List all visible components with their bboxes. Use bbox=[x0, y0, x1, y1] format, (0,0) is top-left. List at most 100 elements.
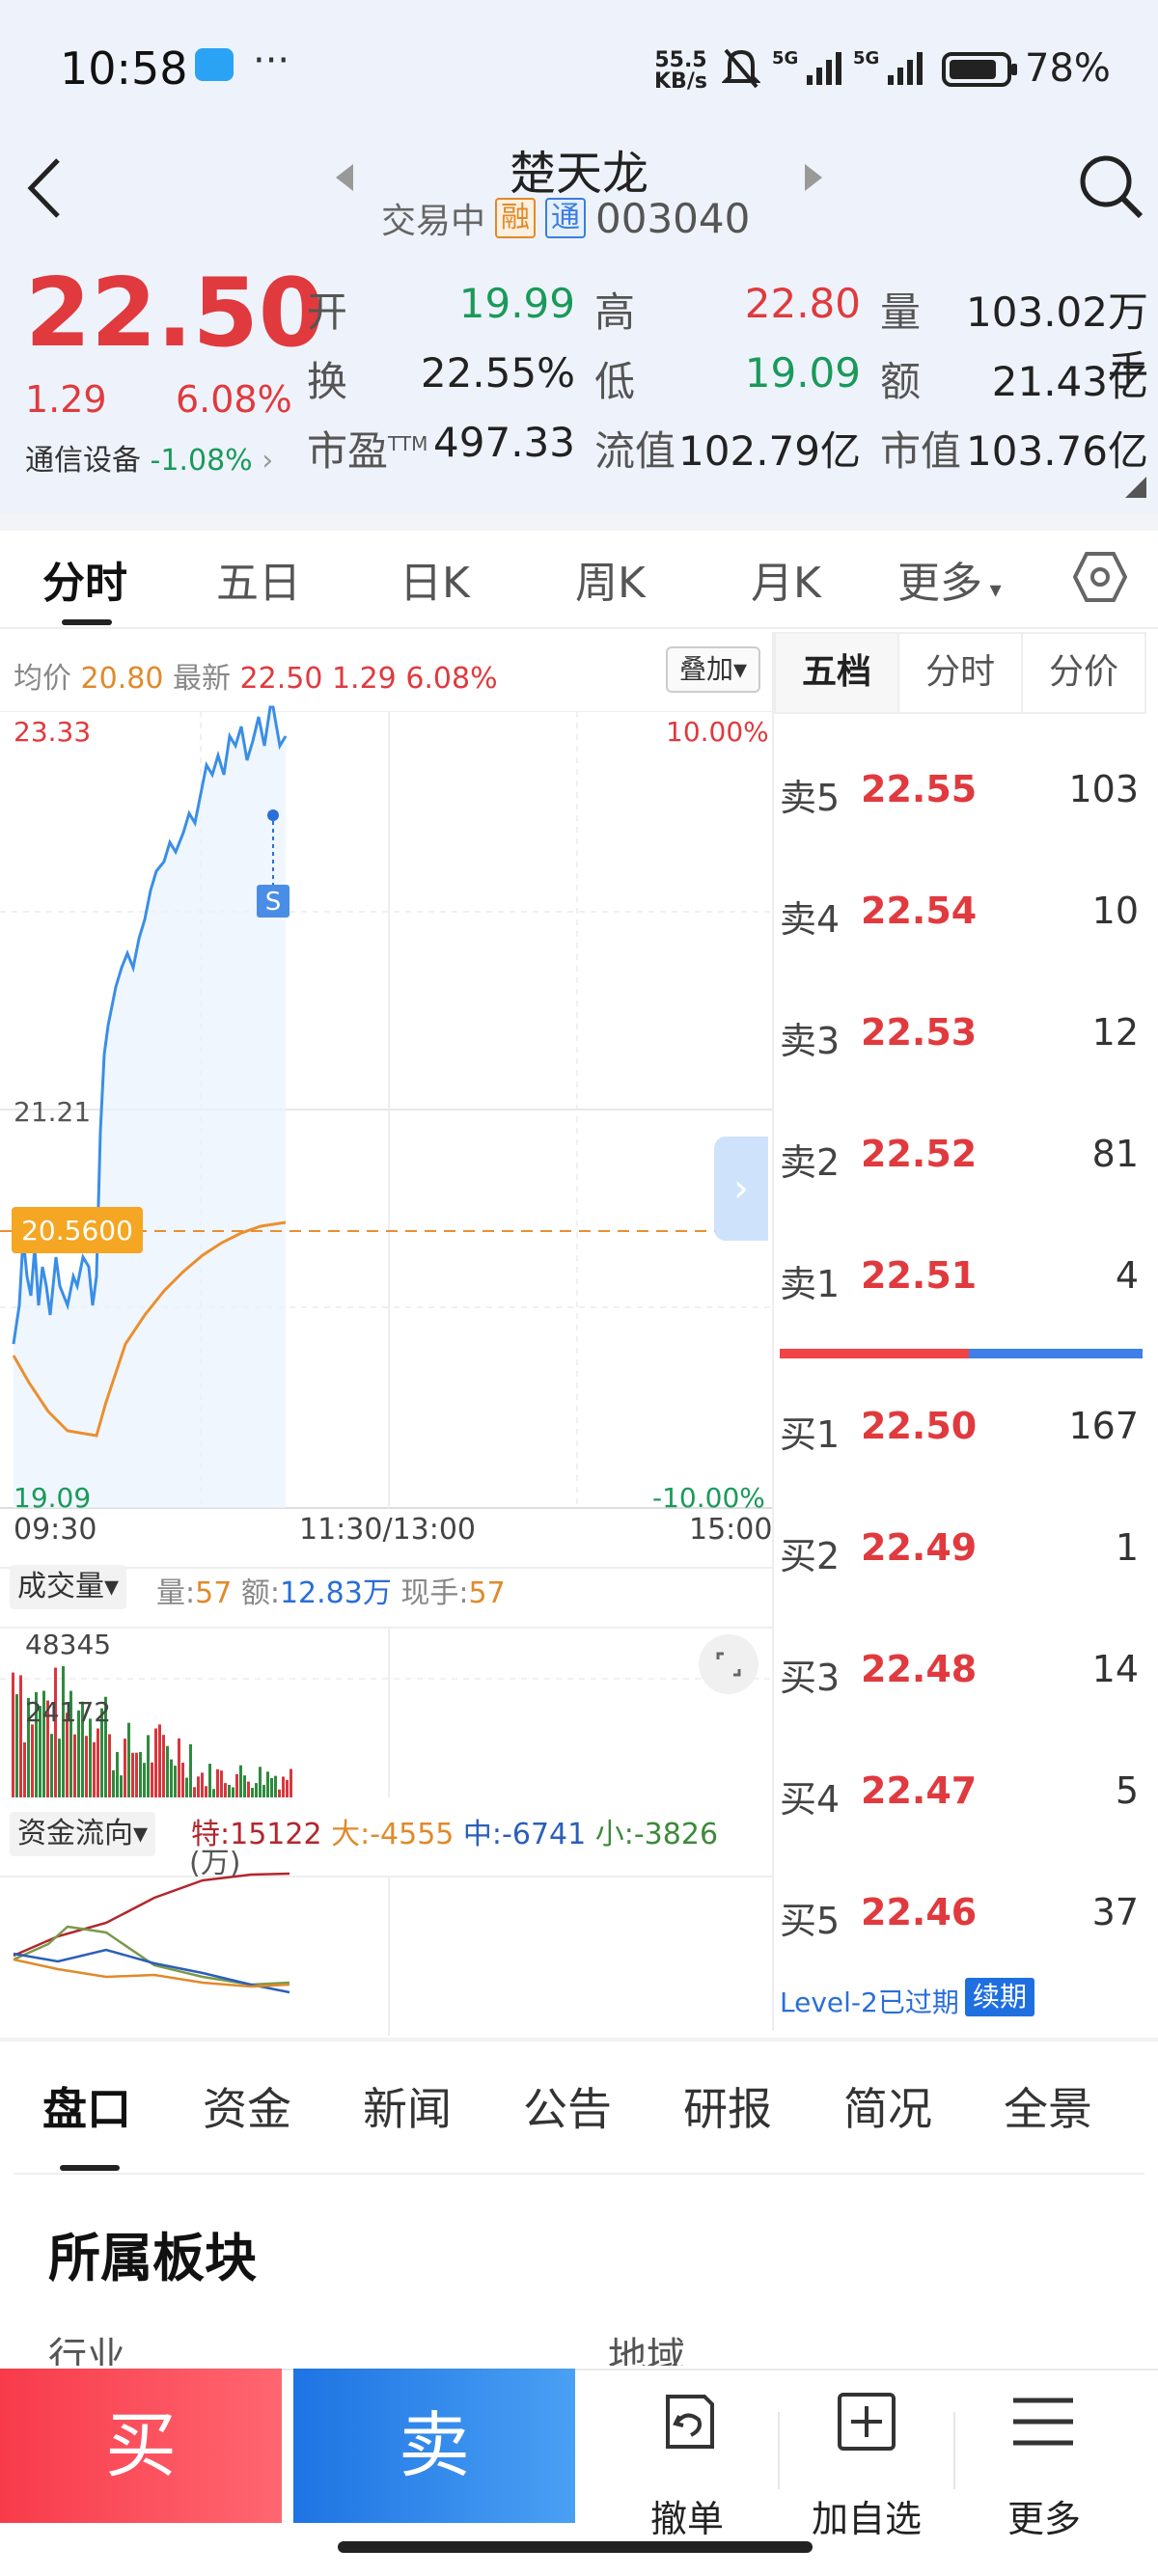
volume-bar bbox=[42, 1690, 45, 1797]
orderbook-tab-price[interactable]: 分价 bbox=[1048, 652, 1118, 692]
volume-bar bbox=[266, 1771, 269, 1797]
bid-row[interactable]: 买2 22.49 1 bbox=[780, 1526, 1146, 1577]
volume-bar bbox=[274, 1775, 277, 1797]
volume-bar bbox=[54, 1667, 57, 1797]
stock-code: 003040 bbox=[595, 194, 751, 242]
sector-link[interactable]: 通信设备 -1.08% › bbox=[25, 444, 274, 478]
volume-bar bbox=[19, 1675, 22, 1797]
tab-intraday[interactable]: 分时 bbox=[42, 559, 127, 608]
volume-bar bbox=[162, 1735, 165, 1797]
bid-row[interactable]: 买3 22.48 14 bbox=[780, 1648, 1146, 1699]
ask-price: 22.55 bbox=[861, 768, 978, 810]
price-line bbox=[12, 705, 288, 1345]
bid-price: 22.46 bbox=[861, 1891, 978, 1933]
bar-divider-2 bbox=[953, 2412, 955, 2489]
add-watchlist-label[interactable]: 加自选 bbox=[811, 2498, 922, 2540]
tab-handicap[interactable]: 盘口 bbox=[42, 2083, 131, 2135]
svg-text:5G: 5G bbox=[772, 48, 798, 69]
volume-bar bbox=[151, 1762, 153, 1797]
region-label: 地域 bbox=[608, 2335, 685, 2366]
fullscreen-icon[interactable] bbox=[699, 1634, 758, 1694]
volume-bar bbox=[247, 1781, 250, 1797]
volume-selector[interactable]: 成交量▾ bbox=[10, 1565, 127, 1609]
money-flow-readout: 特:15122 大:-4555 中:-6741 小:-3826 bbox=[191, 1818, 719, 1851]
open-value: 19.99 bbox=[458, 280, 575, 327]
ask-row[interactable]: 卖5 22.55 103 bbox=[780, 768, 1146, 819]
avg-price-line bbox=[12, 1220, 287, 1438]
ask-row[interactable]: 卖4 22.54 10 bbox=[780, 890, 1146, 941]
tab-daily-k[interactable]: 日K bbox=[400, 559, 470, 608]
volume-bar bbox=[15, 1694, 18, 1797]
ref-price-label: 20.5600 bbox=[21, 1215, 133, 1247]
settings-hex-icon[interactable] bbox=[1073, 552, 1127, 602]
volume-bar bbox=[208, 1764, 211, 1797]
ask-price: 22.53 bbox=[861, 1011, 978, 1054]
tab-profile[interactable]: 简况 bbox=[843, 2083, 932, 2135]
bid-price: 22.49 bbox=[861, 1526, 978, 1569]
bid-price: 22.50 bbox=[861, 1405, 978, 1447]
time-axis-mid: 11:30/13:00 bbox=[299, 1513, 477, 1547]
more-label[interactable]: 更多 bbox=[1006, 2498, 1081, 2540]
buy-button[interactable]: 买 bbox=[0, 2369, 282, 2523]
next-stock-icon[interactable] bbox=[803, 162, 824, 193]
signal-marker-label: S bbox=[265, 888, 282, 917]
volume-bar bbox=[50, 1734, 53, 1797]
money-flow-selector[interactable]: 资金流向▾ bbox=[10, 1812, 156, 1856]
renew-button[interactable]: 续期 bbox=[965, 1978, 1035, 2016]
orderbook-tab-tick[interactable]: 分时 bbox=[899, 634, 1023, 712]
market-cap-value: 103.76亿 bbox=[966, 427, 1148, 475]
volume-readout: 量:57 额:12.83万 现手:57 bbox=[156, 1576, 506, 1610]
tab-announcements[interactable]: 公告 bbox=[523, 2083, 612, 2135]
ask-row[interactable]: 卖3 22.53 12 bbox=[780, 1011, 1146, 1062]
tab-research[interactable]: 研报 bbox=[683, 2083, 772, 2135]
y-axis-mid: 21.21 bbox=[14, 1096, 92, 1128]
tab-weekly-k[interactable]: 周K bbox=[575, 559, 646, 608]
prev-stock-icon[interactable] bbox=[334, 162, 355, 193]
y-axis-top: 23.33 bbox=[14, 716, 92, 748]
tab-news[interactable]: 新闻 bbox=[363, 2083, 452, 2135]
chart-info-row: 均价 20.80 最新 22.50 1.29 6.08% bbox=[14, 662, 498, 696]
tabs-border bbox=[0, 627, 1158, 629]
volume-bar bbox=[58, 1739, 61, 1797]
tab-panorama[interactable]: 全景 bbox=[1004, 2083, 1092, 2135]
volume-bar bbox=[189, 1743, 192, 1797]
sell-button[interactable]: 卖 bbox=[293, 2369, 575, 2523]
ask-price: 22.51 bbox=[861, 1254, 978, 1297]
cancel-order-icon[interactable] bbox=[656, 2391, 718, 2453]
bid-row[interactable]: 买4 22.47 5 bbox=[780, 1769, 1146, 1821]
time-axis-end: 15:00 bbox=[689, 1513, 773, 1547]
volume-bar bbox=[255, 1783, 258, 1797]
search-icon[interactable] bbox=[1077, 152, 1146, 222]
volume-bar bbox=[216, 1768, 219, 1797]
volume-bar bbox=[158, 1724, 161, 1797]
bid-quantity: 14 bbox=[1091, 1648, 1139, 1690]
add-watchlist-icon[interactable] bbox=[836, 2391, 897, 2453]
cancel-order-label[interactable]: 撤单 bbox=[649, 2498, 724, 2540]
latest-point bbox=[267, 809, 279, 821]
tab-more[interactable]: 更多 ▾ bbox=[897, 559, 1002, 608]
volume-bar bbox=[205, 1786, 207, 1797]
ask-row[interactable]: 卖2 22.52 81 bbox=[780, 1133, 1146, 1184]
bid-row[interactable]: 买1 22.50 167 bbox=[780, 1405, 1146, 1456]
volume-bar bbox=[89, 1718, 92, 1797]
pe-value: 497.33 bbox=[433, 419, 575, 466]
orderbook-tab-level[interactable]: 五档 bbox=[776, 634, 899, 712]
bid-pressure-bar bbox=[969, 1349, 1143, 1358]
money-flow-unit: (万) bbox=[189, 1847, 241, 1880]
overlay-button[interactable]: 叠加▾ bbox=[666, 646, 760, 693]
chart-expand-handle[interactable]: › bbox=[714, 1137, 768, 1241]
tab-monthly-k[interactable]: 月K bbox=[751, 559, 821, 608]
ask-quantity: 12 bbox=[1091, 1011, 1139, 1054]
tab-five-day[interactable]: 五日 bbox=[216, 559, 301, 608]
back-icon[interactable] bbox=[23, 154, 66, 222]
amount-label: 额 bbox=[880, 358, 922, 405]
ask-row[interactable]: 卖1 22.51 4 bbox=[780, 1254, 1146, 1305]
menu-icon[interactable] bbox=[1011, 2395, 1075, 2449]
tab-funds[interactable]: 资金 bbox=[203, 2083, 291, 2135]
expand-corner-icon[interactable] bbox=[1125, 477, 1146, 498]
bid-price: 22.47 bbox=[861, 1769, 978, 1812]
volume-bar bbox=[108, 1734, 111, 1797]
volume-label: 量 bbox=[880, 288, 922, 336]
bid-row[interactable]: 买5 22.46 37 bbox=[780, 1891, 1146, 1942]
volume-bar bbox=[127, 1722, 130, 1797]
